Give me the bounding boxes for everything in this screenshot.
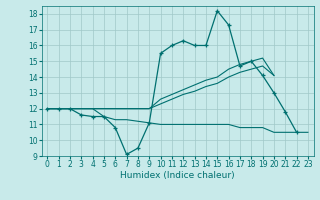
X-axis label: Humidex (Indice chaleur): Humidex (Indice chaleur) bbox=[120, 171, 235, 180]
